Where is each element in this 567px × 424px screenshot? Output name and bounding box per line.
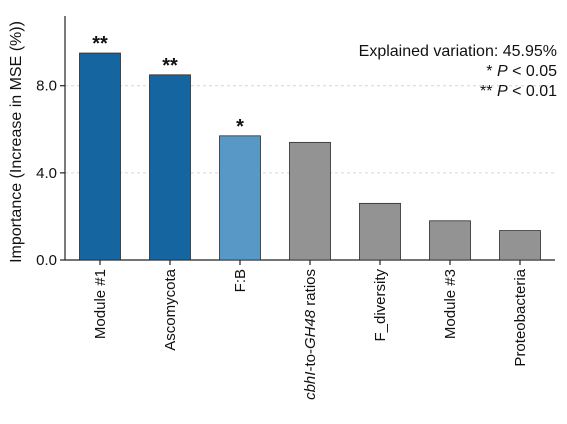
x-tick-label: Ascomycota xyxy=(162,268,179,350)
bar xyxy=(149,74,191,261)
y-tick-label: 8.0 xyxy=(36,78,57,95)
x-tick-label: Proteobacteria xyxy=(512,268,529,366)
bar xyxy=(79,52,121,261)
bar xyxy=(429,220,471,261)
annotation-text: Explained variation: 45.95% xyxy=(359,43,557,60)
x-tick-label: F:B xyxy=(232,269,249,292)
significance-label: ** xyxy=(162,55,178,77)
x-tick-label: Module #1 xyxy=(92,269,109,339)
annotation-text: ** P < 0.01 xyxy=(480,83,557,100)
y-tick-label: 0.0 xyxy=(36,252,57,269)
bar xyxy=(359,202,401,261)
bar xyxy=(499,230,541,261)
bar xyxy=(289,141,331,261)
x-tick-label: cbhI-to-GH48 ratios xyxy=(302,269,319,400)
bar xyxy=(219,135,261,261)
x-tick-label: F_diversity xyxy=(372,269,389,342)
x-tick-label: Module #3 xyxy=(442,269,459,339)
y-axis-label: Importance (Increase in MSE (%)) xyxy=(8,21,25,263)
annotation-text: * P < 0.05 xyxy=(486,63,557,80)
y-tick-label: 4.0 xyxy=(36,165,57,182)
significance-label: ** xyxy=(92,33,108,55)
significance-label: * xyxy=(236,116,244,138)
